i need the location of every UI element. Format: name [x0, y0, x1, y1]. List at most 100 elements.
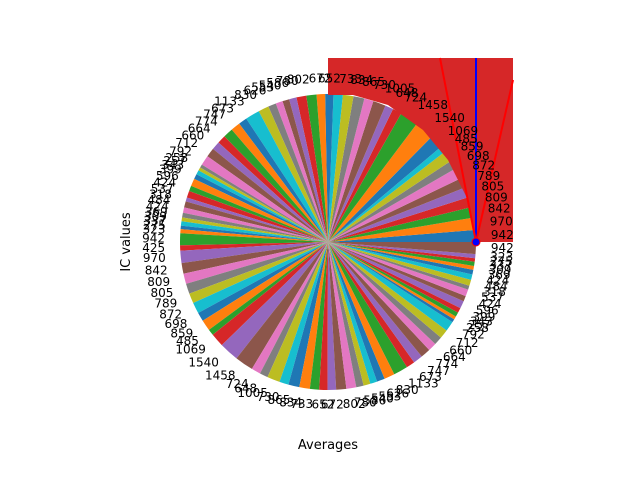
pie-slice [224, 129, 328, 242]
pie-slice [328, 123, 432, 242]
pie-slice [328, 242, 456, 320]
pie-slice [189, 242, 328, 304]
pie-slice [328, 101, 386, 243]
slice-label: 970 [143, 251, 166, 265]
pie-slice [328, 242, 447, 338]
pie-slice [189, 185, 328, 242]
pie-slice [328, 105, 394, 242]
slice-label: 830 [396, 383, 419, 397]
slice-label: 318 [483, 285, 506, 299]
pie-slice [328, 151, 452, 242]
pie-slice [328, 242, 347, 390]
pie-slice [328, 196, 472, 242]
pie-slice [328, 229, 476, 242]
slice-label: 1069 [175, 343, 206, 357]
slice-label: 1005 [385, 82, 416, 96]
pie-slice [208, 242, 328, 335]
pie-slice [325, 94, 334, 242]
pie-slice [207, 148, 328, 242]
pie-slice [191, 178, 328, 242]
slice-label: 724 [404, 90, 427, 104]
slice-label: 424 [479, 297, 502, 311]
pie-slice [328, 242, 461, 313]
pie-slice [328, 94, 343, 242]
slice-label: 537 [481, 291, 504, 305]
slice-label: 712 [175, 136, 198, 150]
slice-label: 323 [142, 223, 165, 237]
slice-label: 672 [309, 72, 332, 86]
slice-label: 399 [473, 310, 496, 324]
pie-slice [328, 242, 475, 266]
slice-label: 698 [467, 149, 490, 163]
slice-label: 540 [371, 392, 394, 406]
pie-slice [328, 242, 378, 384]
slice-label: 537 [151, 182, 174, 196]
pie-slice [328, 242, 395, 379]
pie-slice [328, 242, 422, 363]
slice-label: 275 [490, 254, 513, 268]
pie-slice [328, 98, 374, 242]
pie-slice [258, 106, 328, 242]
pie-slice [328, 242, 464, 309]
pie-slice [328, 242, 459, 317]
pie-slice [328, 242, 476, 259]
pie-slice [328, 96, 365, 243]
pie-slice [251, 242, 328, 374]
pie-slice [328, 242, 441, 344]
slice-label: 865 [362, 75, 385, 89]
overlay-marker [471, 237, 481, 247]
slice-label: 872 [159, 307, 182, 321]
slice-label: 942 [142, 232, 165, 246]
pie-slice [328, 242, 470, 290]
slice-label: 865 [267, 393, 290, 407]
pie-slice [328, 242, 473, 280]
pie-slice [236, 242, 328, 369]
pie-slice [319, 242, 328, 390]
chart-overlay [328, 57, 514, 247]
slice-label: 712 [456, 336, 479, 350]
slice-label: 540 [259, 78, 282, 92]
slice-label: 424 [146, 199, 169, 213]
slice-label: 626 [386, 387, 409, 401]
slice-label: 660 [449, 343, 472, 357]
slice-label: 652 [311, 397, 334, 411]
slice-label: 724 [226, 377, 249, 391]
slice-label: 424 [153, 176, 176, 190]
pie-slice [328, 242, 436, 350]
slice-labels: 9429708428098057898726988594851069154014… [142, 72, 514, 412]
slice-label: 802 [343, 397, 366, 411]
pie-slices [180, 94, 476, 391]
slice-label: 774 [195, 114, 218, 128]
slice-label: 730 [373, 78, 396, 92]
pie-slice [328, 206, 474, 242]
pie-slice [268, 103, 328, 243]
slice-label: 872 [472, 159, 495, 173]
pie-slice [328, 168, 462, 242]
pie-slice [201, 156, 328, 242]
pie-slice [239, 118, 328, 242]
slice-label: 343 [161, 158, 184, 172]
slice-label: 424 [486, 273, 509, 287]
slice-label: 805 [481, 180, 504, 194]
slice-label: 733 [290, 397, 313, 411]
slice-label: 586 [266, 76, 289, 90]
slice-label: 664 [443, 350, 466, 364]
pie-slice [328, 242, 455, 323]
slice-label: 942 [491, 241, 514, 255]
overlay-diagonal-line [439, 57, 477, 243]
pie-slice [221, 242, 328, 359]
pie-slice [202, 242, 328, 330]
slice-label: 792 [169, 145, 192, 159]
slice-label: 1133 [408, 377, 439, 391]
slice-label: 780 [276, 74, 299, 88]
pie-slice [260, 242, 328, 378]
slice-label: 586 [363, 394, 386, 408]
slice-label: 774 [435, 357, 458, 371]
pie-slice [299, 242, 328, 389]
slice-label: 834 [279, 395, 302, 409]
pie-slice [181, 242, 328, 274]
slice-label: 1458 [418, 98, 449, 112]
pie-slice [180, 221, 328, 242]
pie-slice [186, 242, 328, 294]
